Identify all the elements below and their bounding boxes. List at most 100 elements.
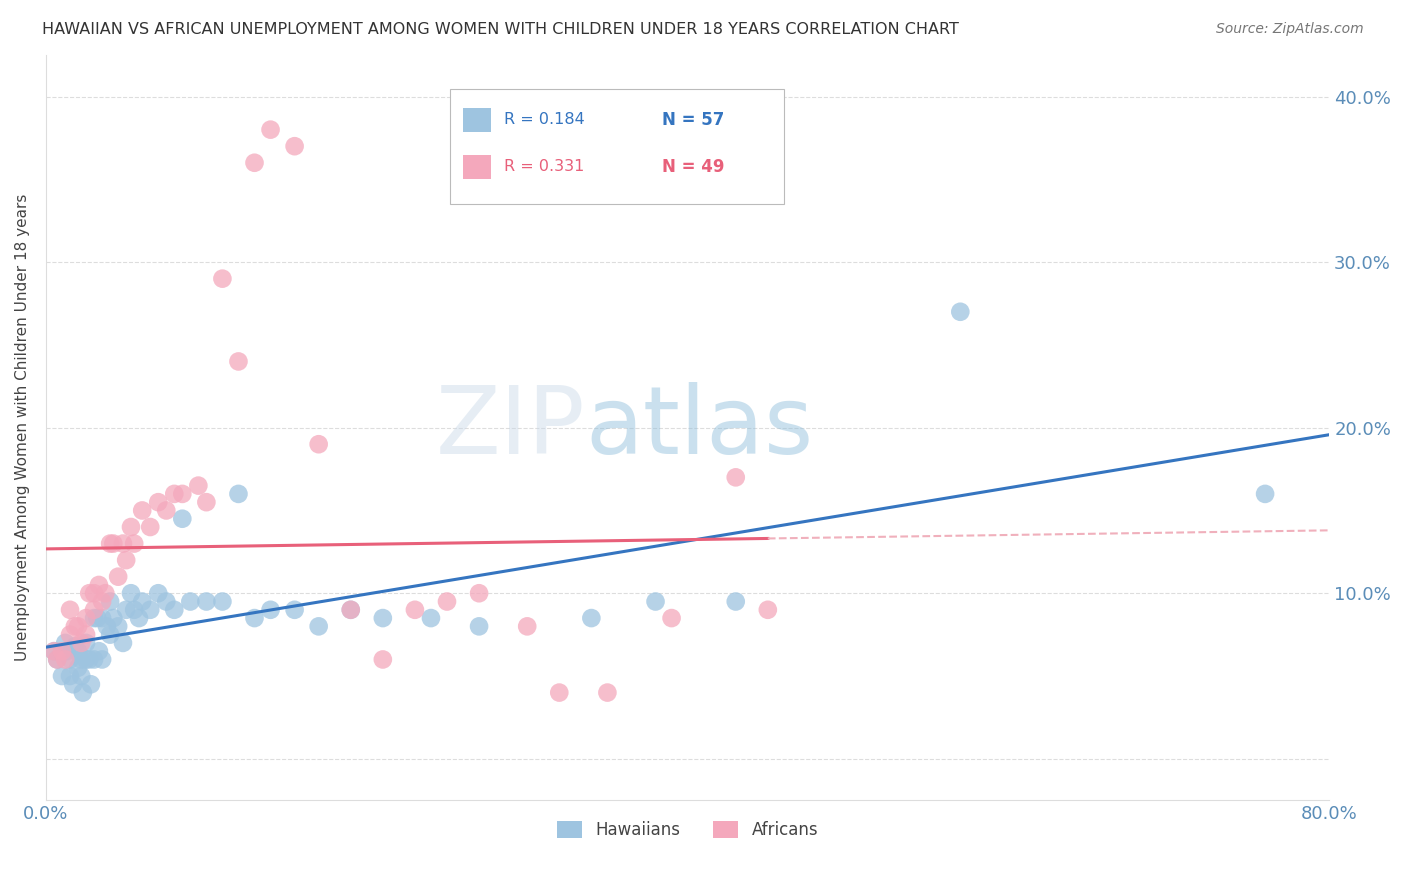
Point — [284, 139, 307, 153]
Point — [83, 603, 105, 617]
Point — [724, 594, 747, 608]
Text: Source: ZipAtlas.com: Source: ZipAtlas.com — [1216, 22, 1364, 37]
Text: N = 49: N = 49 — [662, 158, 724, 176]
Point — [339, 603, 361, 617]
Point — [148, 495, 170, 509]
Point — [308, 437, 330, 451]
Point — [284, 603, 307, 617]
Point — [259, 603, 281, 617]
Point — [87, 578, 110, 592]
Point — [128, 611, 150, 625]
Point — [53, 652, 76, 666]
Point — [548, 685, 571, 699]
Point — [122, 603, 145, 617]
Point — [111, 536, 134, 550]
Point — [75, 636, 97, 650]
Point — [63, 639, 86, 653]
Text: R = 0.331: R = 0.331 — [505, 160, 585, 175]
Point — [211, 594, 233, 608]
Point — [131, 503, 153, 517]
Point — [661, 611, 683, 625]
Point — [62, 677, 84, 691]
Point — [115, 603, 138, 617]
Point — [195, 594, 218, 608]
Point — [243, 611, 266, 625]
Point — [228, 487, 250, 501]
Point — [581, 611, 603, 625]
Point — [96, 619, 118, 633]
Point — [98, 594, 121, 608]
Point — [404, 603, 426, 617]
FancyBboxPatch shape — [463, 108, 491, 132]
Point — [59, 652, 82, 666]
Point — [120, 520, 142, 534]
Point — [139, 603, 162, 617]
Point — [75, 652, 97, 666]
Point — [86, 611, 108, 625]
Point — [139, 520, 162, 534]
Point — [107, 570, 129, 584]
Point — [70, 636, 93, 650]
Point — [91, 611, 114, 625]
Point — [122, 536, 145, 550]
Legend: Hawaiians, Africans: Hawaiians, Africans — [550, 814, 825, 846]
Point — [468, 619, 491, 633]
Point — [98, 627, 121, 641]
Text: R = 0.184: R = 0.184 — [505, 112, 585, 128]
Point — [91, 594, 114, 608]
Point — [259, 122, 281, 136]
Point — [67, 661, 90, 675]
Point — [59, 603, 82, 617]
Point — [46, 652, 69, 666]
Text: atlas: atlas — [585, 382, 813, 474]
Point — [83, 611, 105, 625]
Point — [756, 603, 779, 617]
Point — [468, 586, 491, 600]
FancyBboxPatch shape — [450, 88, 785, 204]
Point — [155, 503, 177, 517]
Point — [371, 652, 394, 666]
Point — [83, 652, 105, 666]
Point — [371, 611, 394, 625]
Point — [75, 611, 97, 625]
Point — [42, 644, 65, 658]
Point — [172, 487, 194, 501]
Point — [228, 354, 250, 368]
Point — [75, 627, 97, 641]
Text: N = 57: N = 57 — [662, 111, 724, 129]
Point — [94, 586, 117, 600]
Point — [53, 636, 76, 650]
Text: HAWAIIAN VS AFRICAN UNEMPLOYMENT AMONG WOMEN WITH CHILDREN UNDER 18 YEARS CORREL: HAWAIIAN VS AFRICAN UNEMPLOYMENT AMONG W… — [42, 22, 959, 37]
Point — [644, 594, 666, 608]
Point — [103, 536, 125, 550]
Point — [163, 487, 186, 501]
Point — [195, 495, 218, 509]
Point — [724, 470, 747, 484]
Point — [46, 652, 69, 666]
FancyBboxPatch shape — [463, 155, 491, 178]
Point — [308, 619, 330, 633]
Point — [187, 478, 209, 492]
Point — [107, 619, 129, 633]
Point — [596, 685, 619, 699]
Point — [80, 677, 103, 691]
Point — [516, 619, 538, 633]
Point — [436, 594, 458, 608]
Point — [111, 636, 134, 650]
Point — [91, 652, 114, 666]
Point — [120, 586, 142, 600]
Text: ZIP: ZIP — [436, 382, 585, 474]
Point — [67, 619, 90, 633]
Point — [115, 553, 138, 567]
Point — [67, 644, 90, 658]
Point — [211, 271, 233, 285]
Point — [59, 627, 82, 641]
Point — [59, 669, 82, 683]
Point — [131, 594, 153, 608]
Point — [420, 611, 443, 625]
Point — [79, 586, 101, 600]
Point — [163, 603, 186, 617]
Point — [79, 652, 101, 666]
Point — [155, 594, 177, 608]
Y-axis label: Unemployment Among Women with Children Under 18 years: Unemployment Among Women with Children U… — [15, 194, 30, 661]
